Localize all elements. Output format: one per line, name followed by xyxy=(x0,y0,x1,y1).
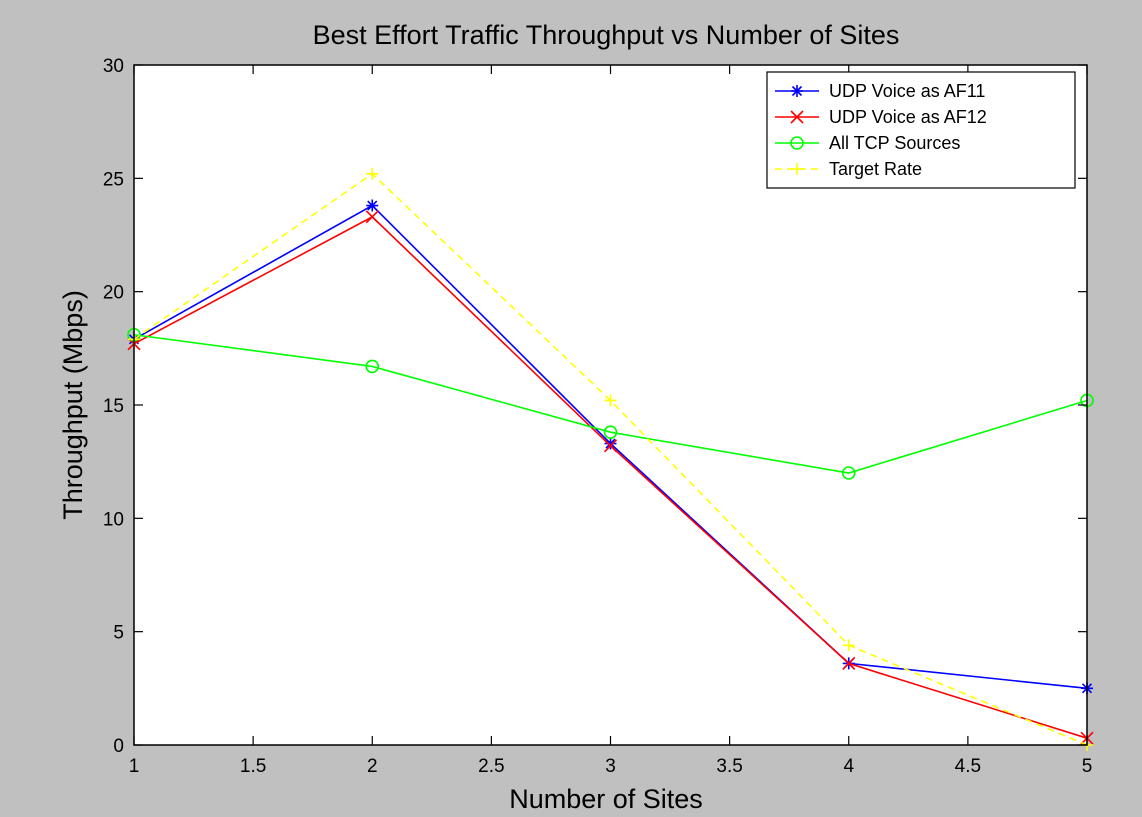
x-tick-label: 1 xyxy=(129,756,140,777)
data-point xyxy=(603,439,618,453)
chart-title: Best Effort Traffic Throughput vs Number… xyxy=(313,20,900,50)
data-point xyxy=(841,466,856,480)
plot-marks xyxy=(127,167,1094,751)
legend: UDP Voice as AF11 UDP Voice as AF12 All TC… xyxy=(766,71,1076,189)
x-tick-label: 3.5 xyxy=(716,756,742,777)
data-point xyxy=(604,437,617,450)
legend-marker xyxy=(790,136,804,150)
y-axis-title: Throughput (Mbps) xyxy=(58,290,88,520)
y-tick-label: 10 xyxy=(103,509,124,530)
x-axis-title: Number of Sites xyxy=(509,784,703,814)
data-point xyxy=(842,639,855,652)
data-point xyxy=(365,359,380,374)
data-point xyxy=(366,199,379,212)
y-tick-label: 20 xyxy=(103,283,124,304)
x-tick-label: 4.5 xyxy=(955,756,981,777)
legend-entry: All TCP Sources xyxy=(775,133,960,153)
y-tick-label: 25 xyxy=(103,169,124,190)
y-tick-label: 15 xyxy=(103,396,124,417)
y-tick-label: 5 xyxy=(113,623,124,644)
data-point xyxy=(842,656,856,670)
y-tick-label: 0 xyxy=(113,736,124,757)
legend-entry: Target Rate xyxy=(775,159,922,179)
data-point xyxy=(365,210,379,224)
legend-entry: UDP Voice as AF11 xyxy=(775,81,985,101)
y-axis: 0 5 10 15 20 25 30 xyxy=(103,56,1087,757)
x-tick-label: 4 xyxy=(843,756,854,777)
x-tick-label: 2 xyxy=(367,756,378,777)
x-tick-label: 1.5 xyxy=(240,756,266,777)
series-line xyxy=(133,333,1088,474)
legend-entry: UDP Voice as AF12 xyxy=(775,107,987,127)
legend-label: All TCP Sources xyxy=(829,133,960,153)
data-point xyxy=(604,394,617,407)
legend-label: Target Rate xyxy=(829,159,922,179)
legend-marker xyxy=(790,110,804,124)
legend-label: UDP Voice as AF12 xyxy=(829,107,987,127)
legend-label: UDP Voice as AF11 xyxy=(829,81,985,101)
data-point xyxy=(366,167,379,180)
data-point xyxy=(603,425,618,440)
x-tick-label: 2.5 xyxy=(478,756,504,777)
x-tick-label: 5 xyxy=(1082,756,1093,777)
legend-marker xyxy=(791,163,803,175)
x-tick-label: 3 xyxy=(605,756,616,777)
y-tick-label: 30 xyxy=(103,56,124,77)
x-axis: 1 1.5 2 2.5 3 3.5 4 4.5 5 xyxy=(129,65,1093,777)
legend-marker xyxy=(791,85,803,97)
